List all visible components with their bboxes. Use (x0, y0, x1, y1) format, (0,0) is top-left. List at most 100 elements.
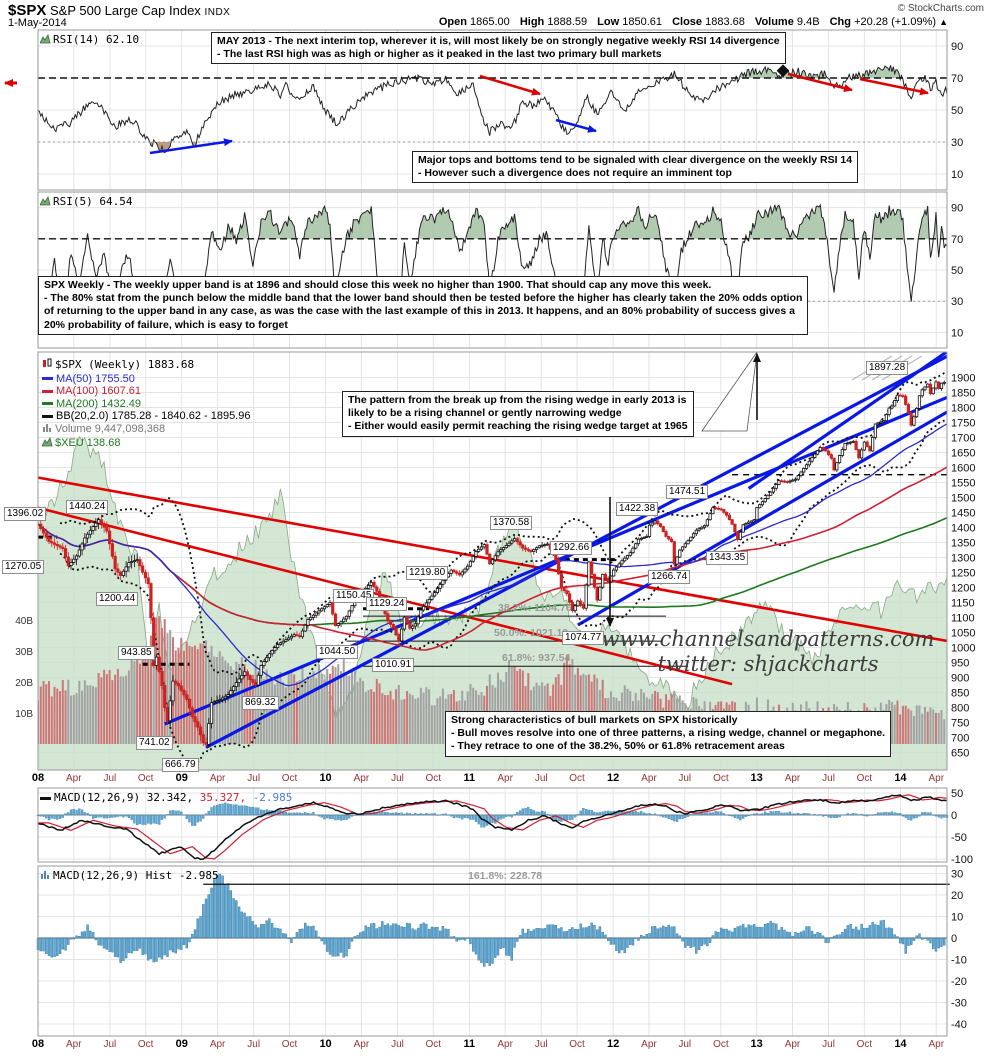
annotation-line: - They retrace to one of the 38.2%, 50% … (451, 740, 785, 753)
svg-text:30: 30 (951, 137, 963, 149)
annotation-line: SPX Weekly - The weekly upper band is at… (44, 279, 712, 291)
annotation-line: MAY 2013 - The next interim top, whereve… (217, 35, 780, 47)
svg-text:10: 10 (319, 1038, 331, 1050)
price-label: 1396.02 (4, 507, 47, 521)
legend-xeu-text: $XEU 138.68 (55, 436, 121, 449)
low-label: Low (597, 16, 620, 28)
open-label: Open (438, 16, 467, 28)
price-label: 1370.58 (490, 516, 533, 530)
quote-strip: Open 1865.00 High 1888.59 Low 1850.61 Cl… (432, 16, 948, 28)
price-label: 943.85 (118, 646, 155, 660)
svg-text:30B: 30B (15, 647, 33, 658)
svg-text:1750: 1750 (951, 418, 975, 430)
svg-text:1100: 1100 (951, 613, 975, 625)
close-value: 1883.68 (705, 16, 745, 28)
price-label: 741.02 (136, 736, 173, 750)
svg-text:850: 850 (951, 688, 969, 700)
chg-label: Chg (829, 16, 851, 28)
annotation-pattern: The pattern from the break up from the r… (342, 391, 694, 437)
price-label: 666.79 (162, 758, 199, 772)
legend-ma50: MA(50) 1755.50 (42, 373, 250, 386)
svg-text:Jul: Jul (822, 1039, 835, 1050)
price-label: 1897.28 (866, 361, 909, 375)
svg-text:Apr: Apr (497, 1039, 513, 1050)
legend-ma200: MA(200) 1432.49 (42, 398, 250, 411)
watermark-line2: twitter: shjackcharts (657, 652, 879, 676)
svg-text:Apr: Apr (641, 773, 657, 784)
annotation-line: The pattern from the break up from the r… (348, 394, 687, 406)
svg-text:1850: 1850 (951, 388, 975, 400)
svg-text:1450: 1450 (951, 508, 975, 520)
macd-value-3: -2.985 (252, 791, 293, 804)
svg-text:Oct: Oct (857, 773, 873, 784)
annotation-line: - Either would easily permit reaching th… (348, 420, 688, 433)
up-triangle-icon: ▲ (939, 17, 948, 27)
svg-text:70: 70 (951, 234, 963, 246)
line-swatch-icon (42, 402, 53, 406)
line-swatch-icon (42, 377, 53, 381)
svg-text:Apr: Apr (354, 1039, 370, 1050)
legend-volume: Volume 9,447,098,368 (42, 423, 250, 437)
svg-text:Oct: Oct (138, 1039, 154, 1050)
symbol: $SPX (8, 2, 47, 19)
macd-panel-label: MACD(12,26,9) 32.342, 35.327, -2.985 (40, 791, 292, 804)
price-label: 1474.51 (666, 485, 709, 499)
rsi14-panel-label: RSI(14) 62.10 (39, 33, 139, 47)
svg-text:1650: 1650 (951, 448, 975, 460)
annotation-line: Major tops and bottoms tend to be signal… (418, 154, 853, 166)
legend-volume-text: Volume 9,447,098,368 (55, 422, 166, 435)
svg-text:Apr: Apr (210, 773, 226, 784)
svg-text:1700: 1700 (951, 433, 975, 445)
fib-retracement-label: 38.2%: 1104.76 (498, 602, 572, 615)
svg-text:1800: 1800 (951, 403, 975, 415)
annotation-line: of returning to the upper band in any ca… (44, 305, 795, 318)
svg-text:Apr: Apr (785, 1039, 801, 1050)
candlestick-icon (42, 358, 53, 373)
svg-text:1600: 1600 (951, 463, 975, 475)
svg-text:-100: -100 (951, 854, 973, 866)
svg-text:Jul: Jul (535, 773, 548, 784)
annotation-line: - The 80% stat from the punch below the … (44, 292, 803, 305)
svg-text:Apr: Apr (354, 773, 370, 784)
annotation-rsi14-may2013: MAY 2013 - The next interim top, whereve… (211, 32, 786, 65)
mountain-icon (41, 436, 53, 451)
price-label: 1292.66 (550, 541, 593, 555)
price-label: 1422.38 (616, 502, 659, 516)
annotation-line: - However such a divergence does not req… (418, 167, 732, 180)
hist-label-text: MACD(12,26,9) Hist -2.985 (53, 869, 219, 882)
main-annotations (606, 351, 761, 627)
svg-text:750: 750 (951, 718, 969, 730)
svg-text:1200: 1200 (951, 583, 975, 595)
svg-text:Apr: Apr (210, 1039, 226, 1050)
svg-text:30: 30 (951, 296, 963, 308)
watermark: www.channelsandpatterns.com twitter: shj… (590, 627, 946, 677)
price-label: 1150.45 (333, 589, 375, 603)
legend-ma100: MA(100) 1607.61 (42, 385, 250, 398)
svg-text:13: 13 (751, 1038, 763, 1050)
rsi-annotation-arrows (4, 64, 929, 155)
legend-ma200-text: MA(200) 1432.49 (56, 397, 141, 410)
mountain-icon (39, 33, 51, 47)
svg-text:Jul: Jul (678, 773, 691, 784)
svg-text:Oct: Oct (282, 1039, 298, 1050)
svg-text:-10: -10 (951, 955, 967, 967)
bars-icon (42, 423, 53, 437)
svg-text:12: 12 (607, 1038, 619, 1050)
rsi14-series (37, 65, 948, 154)
svg-text:09: 09 (176, 772, 188, 784)
svg-text:1400: 1400 (951, 523, 975, 535)
legend-ma50-text: MA(50) 1755.50 (56, 372, 135, 385)
svg-text:1550: 1550 (951, 478, 975, 490)
watermark-line1: www.channelsandpatterns.com (601, 627, 935, 651)
fib-extension-label: 161.8%: 228.78 (468, 870, 543, 883)
svg-text:11: 11 (464, 1038, 476, 1050)
macd-value-1: MACD(12,26,9) 32.342, (54, 791, 194, 804)
svg-text:40B: 40B (15, 616, 33, 627)
svg-text:Jul: Jul (535, 1039, 548, 1050)
annotation-bull-markets: Strong characteristics of bull markets o… (445, 711, 892, 757)
svg-text:1900: 1900 (951, 373, 975, 385)
legend-spx: $SPX (Weekly) 1883.68 (42, 358, 250, 373)
svg-text:Apr: Apr (928, 1039, 944, 1050)
